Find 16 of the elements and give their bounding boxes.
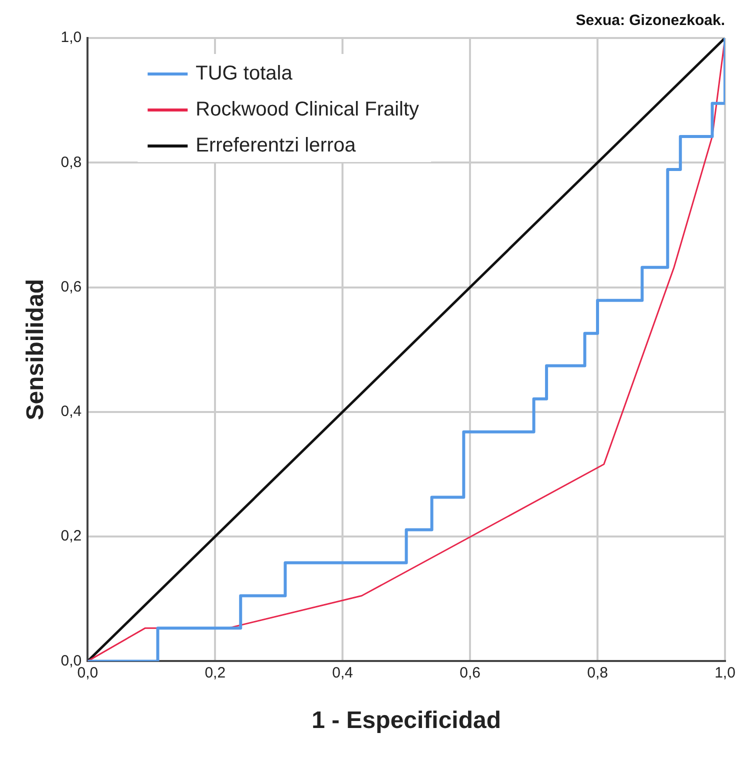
- y-tick-label: 0,8: [60, 154, 82, 171]
- y-tick-label: 0,4: [60, 403, 82, 420]
- legend-label: Erreferentzi lerroa: [196, 134, 357, 157]
- chart-title: Sexua: Gizonezkoak.: [576, 12, 725, 30]
- y-axis-title: Sensibilidad: [22, 278, 50, 420]
- y-tick-label: 1,0: [60, 29, 82, 46]
- x-tick-label: 0,4: [332, 664, 354, 682]
- legend-label: TUG totala: [196, 62, 294, 85]
- x-axis-title: 1 - Especificidad: [312, 707, 502, 734]
- x-tick-label: 0,8: [587, 664, 608, 682]
- y-tick-label: 0,6: [60, 278, 82, 296]
- x-tick-label: 0,2: [204, 664, 226, 682]
- legend-label: Rockwood Clinical Frailty: [196, 98, 420, 121]
- x-tick-label: 0,6: [460, 664, 480, 682]
- y-tick-label: 0,2: [60, 528, 82, 545]
- x-tick-label: 1,0: [714, 664, 736, 682]
